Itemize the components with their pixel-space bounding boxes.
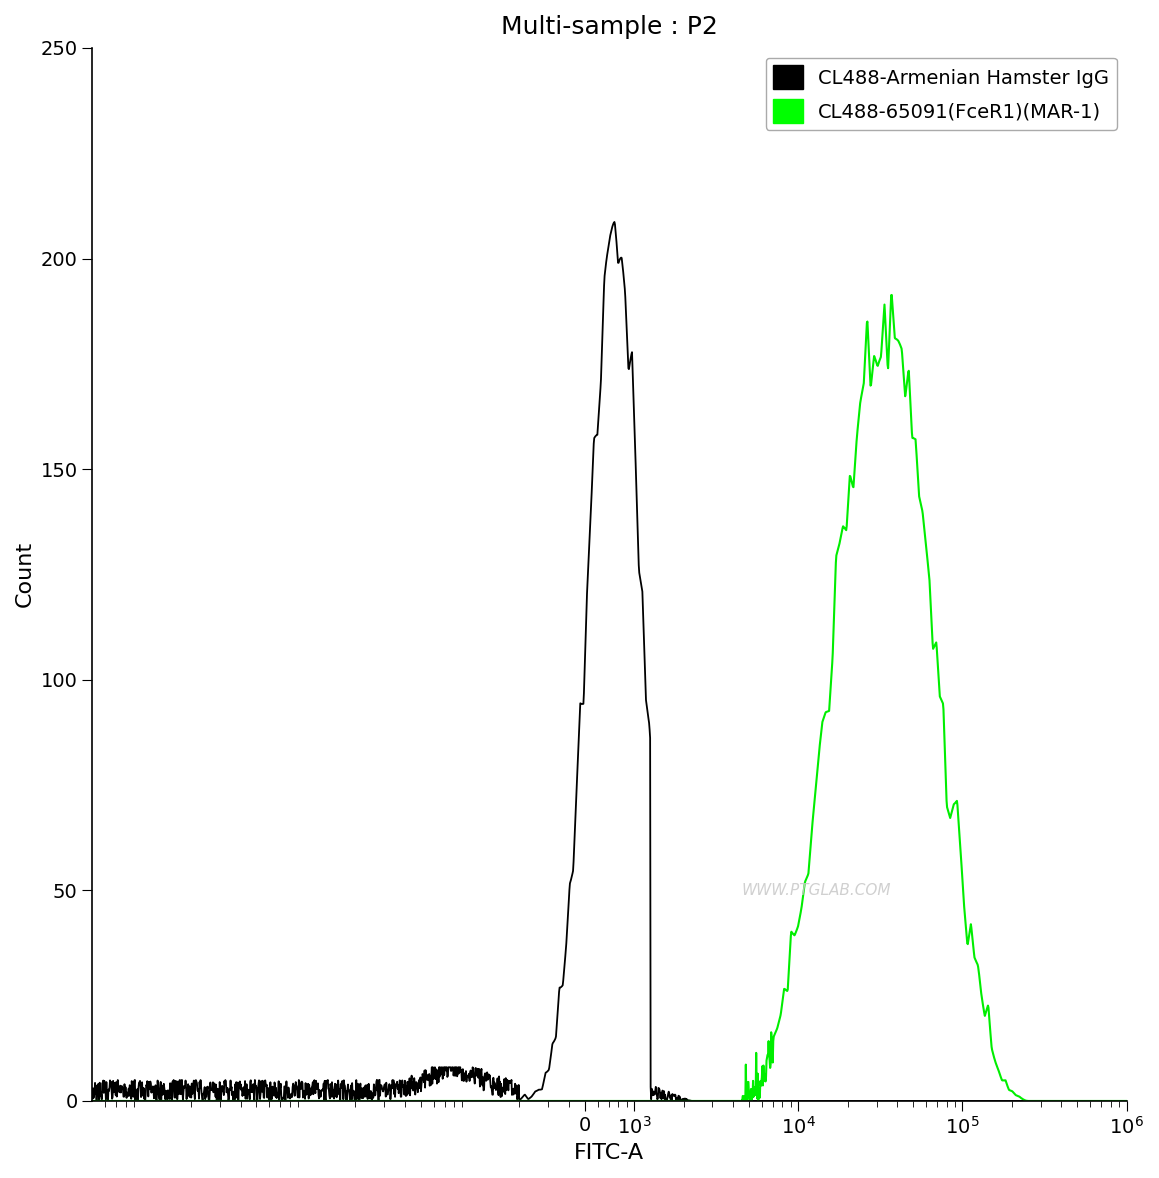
Legend: CL488-Armenian Hamster IgG, CL488-65091(FceR1)(MAR-1): CL488-Armenian Hamster IgG, CL488-65091(…	[766, 58, 1117, 131]
CL488-Armenian Hamster IgG	[561, 911, 575, 925]
CL488-65091(FceR1)(MAR-1)	[1089, 1094, 1103, 1108]
CL488-Armenian Hamster IgG	[138, 1093, 152, 1107]
CL488-Armenian Hamster IgG	[607, 214, 621, 229]
CL488-Armenian Hamster IgG	[86, 1092, 100, 1106]
CL488-Armenian Hamster IgG	[685, 1094, 699, 1108]
CL488-Armenian Hamster IgG	[901, 1094, 914, 1108]
CL488-65091(FceR1)(MAR-1)	[589, 1094, 603, 1108]
Title: Multi-sample : P2: Multi-sample : P2	[501, 15, 717, 39]
CL488-65091(FceR1)(MAR-1)	[1120, 1094, 1134, 1108]
CL488-65091(FceR1)(MAR-1)	[884, 287, 898, 302]
CL488-Armenian Hamster IgG	[589, 429, 603, 443]
CL488-65091(FceR1)(MAR-1)	[138, 1094, 152, 1108]
Y-axis label: Count: Count	[15, 542, 35, 608]
CL488-65091(FceR1)(MAR-1)	[901, 373, 914, 388]
Line: CL488-65091(FceR1)(MAR-1): CL488-65091(FceR1)(MAR-1)	[93, 294, 1127, 1101]
CL488-65091(FceR1)(MAR-1)	[86, 1094, 100, 1108]
CL488-Armenian Hamster IgG	[1120, 1094, 1134, 1108]
X-axis label: FITC-A: FITC-A	[575, 1143, 644, 1163]
CL488-65091(FceR1)(MAR-1)	[561, 1094, 575, 1108]
CL488-65091(FceR1)(MAR-1)	[1091, 1094, 1105, 1108]
CL488-Armenian Hamster IgG	[1091, 1094, 1105, 1108]
CL488-Armenian Hamster IgG	[1091, 1094, 1105, 1108]
Line: CL488-Armenian Hamster IgG: CL488-Armenian Hamster IgG	[93, 221, 1127, 1101]
Text: WWW.PTGLAB.COM: WWW.PTGLAB.COM	[742, 882, 891, 898]
